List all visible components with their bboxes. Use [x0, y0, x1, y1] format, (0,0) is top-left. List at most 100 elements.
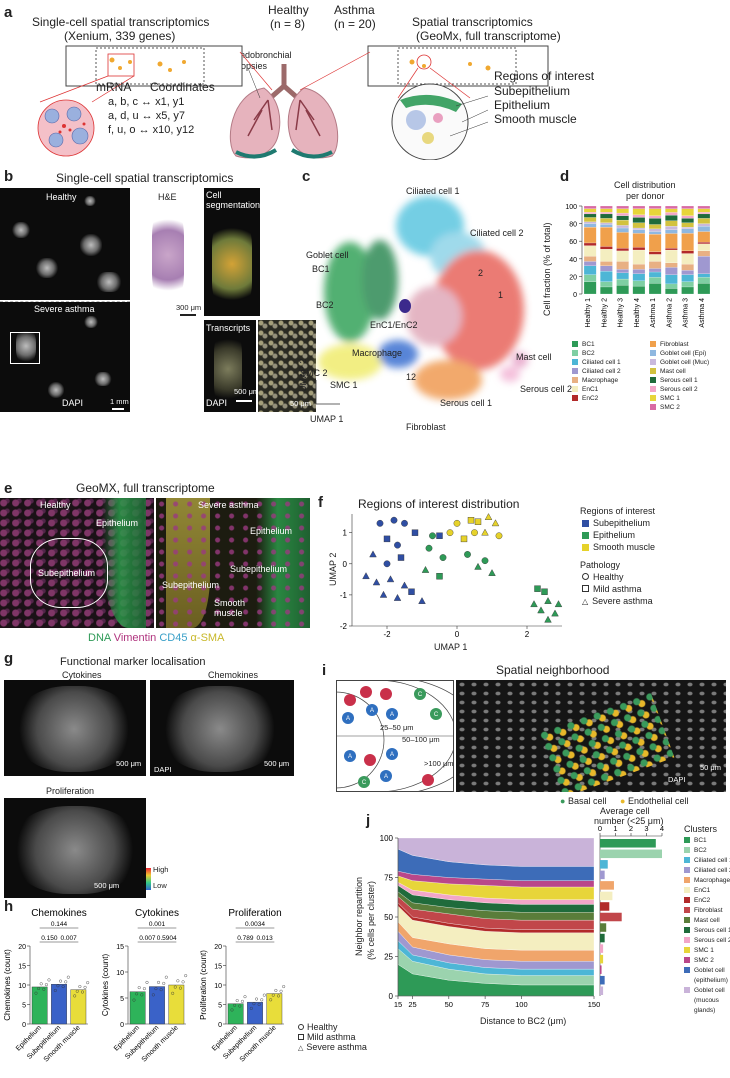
intensity-colorbar	[146, 868, 151, 890]
umap-label-goblet: Goblet cell	[306, 250, 349, 260]
d-legend-item: SMC 1	[650, 394, 680, 403]
h-bar	[149, 986, 165, 1025]
panel-e-subepithelium-severe-2: Subepithelium	[230, 564, 288, 574]
d-legend-item: EnC1	[572, 385, 598, 394]
legend-h-mild: Mild asthma	[298, 1032, 356, 1042]
panel-b-title: Single-cell spatial transcriptomics	[56, 171, 234, 185]
d-bar-segment	[681, 228, 694, 234]
panel-e-smooth-2: muscle	[214, 608, 243, 618]
legend-epithelium: Epithelium	[582, 530, 635, 540]
j-bar	[600, 986, 604, 995]
d-bar-segment	[583, 223, 597, 228]
j-bar-tick-label: 0	[598, 824, 602, 833]
h-dot	[34, 991, 38, 995]
h-bar	[247, 1001, 263, 1025]
d-bar-segment	[583, 242, 597, 246]
d-bar-segment	[665, 220, 678, 227]
f-point	[436, 573, 443, 580]
j-legend-item: (mucous	[694, 997, 719, 1004]
d-bar-segment	[600, 227, 613, 247]
d-bar-segment	[648, 268, 662, 273]
panel-j-bar-title-2: number (<25 μm)	[594, 816, 664, 826]
d-bar-segment	[648, 224, 662, 229]
panel-b-transcripts-dapi: DAPI	[206, 398, 228, 408]
f-point	[453, 519, 461, 527]
d-bar-segment	[665, 208, 678, 213]
f-point	[544, 615, 552, 623]
panel-g-scale-1: 500 μm	[116, 759, 142, 768]
d-bar-segment	[632, 280, 646, 287]
d-legend-item: SMC 2	[650, 403, 680, 412]
d-bar-segment	[600, 213, 613, 219]
d-bar-segment	[600, 246, 613, 250]
h-dot	[249, 1006, 253, 1010]
h-dot	[142, 987, 146, 991]
h-dot	[154, 987, 158, 991]
j-bar	[600, 975, 605, 985]
d-bar-segment	[648, 271, 662, 278]
h-pvalue-label: 0.0034	[245, 921, 265, 928]
j-bar	[600, 881, 614, 890]
h-category-label: Smooth muscle	[239, 1024, 278, 1063]
h-dot	[271, 993, 275, 997]
dapi-severe-image	[0, 302, 130, 412]
panel-g-scale-3: 500 μm	[94, 881, 120, 890]
stacked-bar-chart: 0 20 40 60 80 100 Healthy 1 Healthy 2 Healthy 3 H…	[565, 204, 711, 328]
chemokines-image	[150, 680, 294, 776]
d-category-label: Healthy 3	[618, 298, 625, 328]
d-bar-segment	[697, 208, 711, 213]
f-ytick-label: 0	[343, 560, 348, 569]
d-bar-segment	[583, 265, 597, 275]
f-point	[551, 609, 559, 617]
j-legend-item: Fibroblast	[684, 906, 723, 915]
d-ytick-label: 80	[569, 222, 577, 229]
neighborhood-schematic: A A A C C A A A C	[336, 680, 454, 792]
d-bar-segment	[583, 281, 597, 295]
d-bar-segment	[681, 250, 694, 254]
d-category-label: Asthma 4	[699, 298, 706, 328]
h-dot	[238, 1004, 242, 1008]
h-chart-title: Chemokines	[31, 908, 87, 919]
h-dot	[64, 980, 68, 984]
d-bar-segment	[648, 277, 662, 284]
umap-label-macrophage: Macrophage	[352, 348, 403, 358]
f-ytick-label: -1	[340, 591, 348, 600]
ring-label-3: >100 μm	[424, 759, 454, 768]
d-legend-item: Ciliated cell 1	[572, 358, 621, 367]
d-bar-segment	[583, 212, 597, 215]
h-dot	[157, 980, 161, 984]
h-dot	[86, 981, 90, 985]
d-bar-segment	[681, 233, 694, 251]
h-bar	[51, 984, 67, 1025]
d-legend-item: Fibroblast	[650, 340, 689, 349]
panel-a-coord-2: a, d, u ↔ x5, y7	[108, 110, 186, 122]
f-point	[401, 519, 408, 527]
panel-a-roi-1: Subepithelium	[494, 84, 571, 98]
d-bar-segment	[681, 281, 694, 288]
legend-mild: Mild asthma	[582, 584, 642, 594]
j-bar-tick-label: 2	[629, 824, 633, 833]
legend-healthy: Healthy	[582, 572, 624, 582]
umap-label-enc: EnC1/EnC2	[370, 320, 418, 330]
h-dot	[274, 988, 278, 992]
umap-label-ciliated-2: Ciliated cell 2	[470, 228, 524, 238]
d-bar-segment	[632, 229, 646, 234]
panel-letter-f: f	[318, 494, 323, 511]
panel-e-severe: Severe asthma	[198, 500, 259, 510]
d-bar-segment	[600, 212, 613, 215]
h-dot	[73, 994, 77, 998]
j-bar	[600, 902, 610, 911]
svg-text:C: C	[434, 712, 439, 718]
panel-b-scale-500: 500 μm	[234, 387, 260, 396]
h-ytick-label: 5	[22, 1003, 26, 1010]
d-bar-segment	[697, 273, 711, 278]
panel-g-low: Low	[153, 881, 167, 890]
svg-text:A: A	[384, 774, 388, 780]
d-bar-segment	[665, 248, 678, 251]
panel-b-transcripts: Transcripts	[206, 323, 251, 333]
h-dot	[135, 992, 139, 996]
panel-a-biopsies-1: Endobronchial	[234, 50, 292, 60]
svg-text:C: C	[362, 780, 367, 786]
d-bar-segment	[697, 283, 711, 295]
f-point	[393, 593, 402, 601]
